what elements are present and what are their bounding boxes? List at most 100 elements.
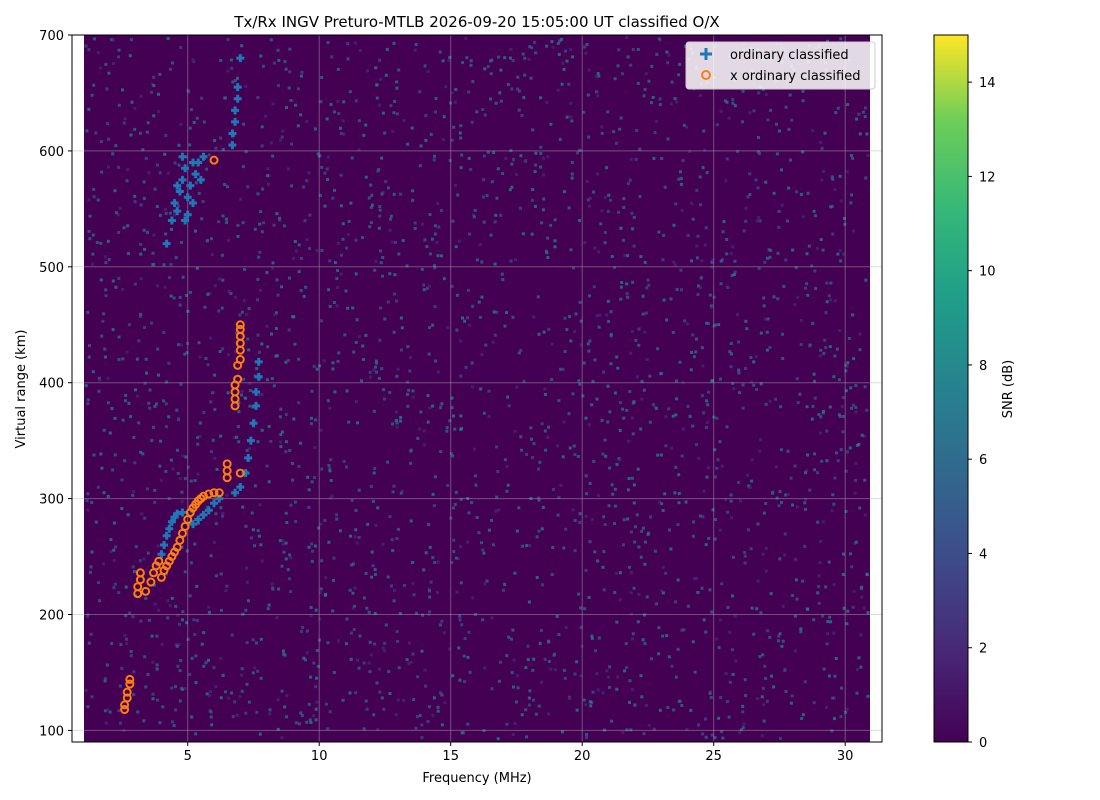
colorbar-gradient [933,34,969,743]
snr-noise-pixel [409,660,413,664]
snr-noise-pixel [579,343,583,347]
snr-noise-pixel [148,388,152,392]
snr-noise-pixel [650,64,654,68]
snr-noise-pixel [106,376,110,380]
snr-noise-pixel [370,575,374,579]
snr-noise-pixel [640,695,644,699]
snr-noise-pixel [832,631,836,635]
snr-noise-pixel [727,715,731,719]
snr-noise-pixel [109,538,113,542]
snr-noise-pixel [280,135,284,139]
snr-noise-pixel [633,703,637,707]
snr-noise-pixel [413,221,417,225]
snr-noise-pixel [328,469,332,473]
snr-noise-pixel [645,358,649,361]
snr-noise-pixel [806,191,810,195]
snr-noise-pixel [703,148,707,152]
snr-noise-pixel [446,484,450,487]
snr-noise-pixel [546,236,550,240]
snr-noise-pixel [396,367,400,371]
snr-noise-pixel [395,425,399,429]
snr-noise-pixel [811,321,815,325]
snr-noise-pixel [794,557,798,561]
snr-noise-pixel [628,679,632,683]
snr-noise-pixel [710,265,714,269]
snr-noise-pixel [676,523,680,527]
snr-noise-pixel [670,80,674,84]
snr-noise-pixel [253,666,257,670]
snr-noise-pixel [731,98,735,101]
snr-noise-pixel [594,649,598,653]
snr-noise-pixel [783,668,787,672]
snr-noise-pixel [729,365,733,369]
snr-noise-pixel [663,492,667,496]
snr-noise-pixel [436,201,440,205]
snr-noise-pixel [486,150,490,154]
x-tick-label: 10 [311,749,328,764]
snr-noise-pixel [395,299,399,303]
snr-noise-pixel [394,419,398,422]
ordinary-point [233,94,242,103]
snr-noise-pixel [87,48,91,52]
snr-noise-pixel [350,156,354,160]
snr-noise-pixel [838,329,842,333]
snr-noise-pixel [613,77,617,81]
snr-noise-pixel [141,452,145,456]
snr-noise-pixel [812,618,816,622]
snr-noise-pixel [397,666,401,670]
snr-noise-pixel [144,685,148,689]
snr-noise-pixel [354,99,358,103]
snr-noise-pixel [564,527,568,531]
snr-noise-pixel [411,561,415,564]
snr-noise-pixel [139,203,143,207]
snr-noise-pixel [816,471,819,475]
snr-noise-pixel [645,595,649,599]
snr-noise-pixel [547,660,551,663]
x-ordinary-point [214,488,224,498]
snr-noise-pixel [470,120,474,124]
x-tick-label: 5 [184,749,192,764]
snr-noise-pixel [534,51,538,55]
snr-noise-pixel [804,497,808,501]
snr-noise-pixel [669,547,673,551]
x-ordinary-point [209,155,219,165]
snr-noise-pixel [100,334,104,338]
snr-noise-pixel [288,47,292,51]
snr-noise-pixel [844,710,848,714]
snr-noise-pixel [448,55,452,59]
snr-noise-pixel [690,201,694,205]
snr-noise-pixel [601,565,605,569]
snr-noise-pixel [700,259,704,263]
snr-noise-pixel [793,303,797,307]
snr-noise-pixel [495,445,499,449]
snr-noise-pixel [713,448,717,452]
snr-noise-pixel [487,528,491,532]
snr-noise-pixel [654,119,658,123]
snr-noise-pixel [730,648,734,652]
snr-noise-pixel [314,418,318,422]
snr-noise-pixel [161,705,165,709]
snr-noise-pixel [233,79,237,83]
snr-noise-pixel [768,399,772,403]
snr-noise-pixel [642,732,646,736]
snr-noise-pixel [180,500,184,504]
snr-noise-pixel [576,151,579,155]
snr-noise-pixel [504,156,508,160]
snr-noise-pixel [692,355,696,359]
snr-noise-pixel [366,522,370,526]
snr-noise-pixel [377,226,381,230]
snr-noise-pixel [806,453,810,457]
snr-noise-pixel [542,197,546,201]
snr-noise-pixel [501,588,505,592]
snr-noise-pixel [202,411,206,415]
snr-noise-pixel [253,484,257,488]
snr-noise-pixel [816,591,820,595]
snr-noise-pixel [606,209,610,213]
snr-noise-pixel [722,220,726,224]
snr-noise-pixel [559,367,562,371]
snr-noise-pixel [744,206,748,210]
snr-noise-pixel [368,640,372,644]
snr-noise-pixel [247,447,251,451]
snr-noise-pixel [392,599,396,603]
snr-noise-pixel [309,675,313,679]
